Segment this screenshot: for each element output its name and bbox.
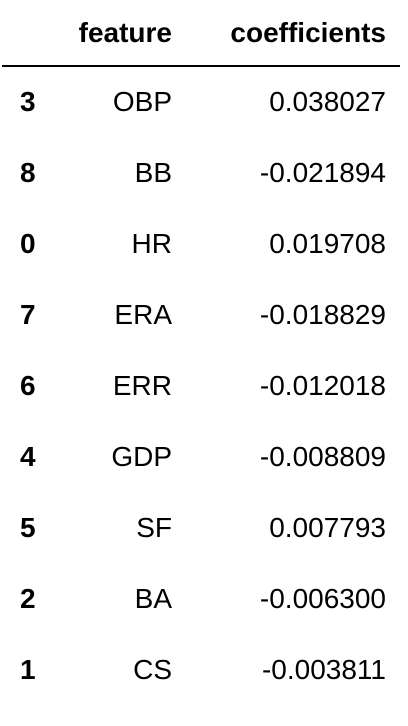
row-index: 0 xyxy=(2,208,58,279)
coefficients-table: feature coefficients 3 OBP 0.038027 8 BB… xyxy=(2,0,400,705)
feature-cell: BB xyxy=(58,137,186,208)
row-index: 8 xyxy=(2,137,58,208)
feature-cell: ERR xyxy=(58,350,186,421)
coefficient-cell: -0.003811 xyxy=(186,634,400,705)
table-row: 8 BB -0.021894 xyxy=(2,137,400,208)
row-index: 5 xyxy=(2,492,58,563)
table-row: 4 GDP -0.008809 xyxy=(2,421,400,492)
row-index: 7 xyxy=(2,279,58,350)
table-body: 3 OBP 0.038027 8 BB -0.021894 0 HR 0.019… xyxy=(2,66,400,705)
feature-cell: OBP xyxy=(58,66,186,137)
table-row: 5 SF 0.007793 xyxy=(2,492,400,563)
row-index: 6 xyxy=(2,350,58,421)
feature-cell: HR xyxy=(58,208,186,279)
feature-cell: GDP xyxy=(58,421,186,492)
coefficient-cell: -0.008809 xyxy=(186,421,400,492)
coefficient-cell: -0.021894 xyxy=(186,137,400,208)
coefficient-cell: -0.018829 xyxy=(186,279,400,350)
header-row: feature coefficients xyxy=(2,0,400,66)
feature-cell: ERA xyxy=(58,279,186,350)
coefficient-cell: -0.006300 xyxy=(186,563,400,634)
row-index: 3 xyxy=(2,66,58,137)
feature-column-header: feature xyxy=(58,0,186,66)
coefficient-cell: -0.012018 xyxy=(186,350,400,421)
coefficient-cell: 0.019708 xyxy=(186,208,400,279)
table-row: 3 OBP 0.038027 xyxy=(2,66,400,137)
table-header: feature coefficients xyxy=(2,0,400,66)
index-column-header xyxy=(2,0,58,66)
row-index: 1 xyxy=(2,634,58,705)
table-row: 2 BA -0.006300 xyxy=(2,563,400,634)
table-row: 1 CS -0.003811 xyxy=(2,634,400,705)
coefficients-column-header: coefficients xyxy=(186,0,400,66)
row-index: 4 xyxy=(2,421,58,492)
feature-cell: BA xyxy=(58,563,186,634)
table-row: 7 ERA -0.018829 xyxy=(2,279,400,350)
feature-cell: SF xyxy=(58,492,186,563)
feature-cell: CS xyxy=(58,634,186,705)
coefficient-cell: 0.007793 xyxy=(186,492,400,563)
table-row: 0 HR 0.019708 xyxy=(2,208,400,279)
table-row: 6 ERR -0.012018 xyxy=(2,350,400,421)
coefficient-cell: 0.038027 xyxy=(186,66,400,137)
row-index: 2 xyxy=(2,563,58,634)
